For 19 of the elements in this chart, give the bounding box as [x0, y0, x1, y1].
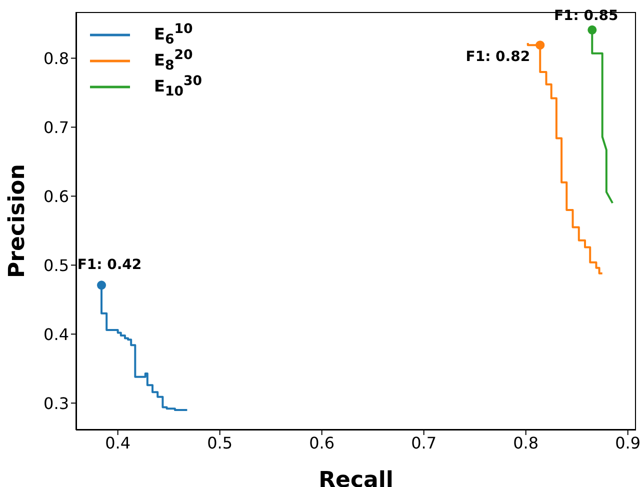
x-tick-label: 0.4 [105, 433, 131, 452]
annotation: F1: 0.82 [466, 49, 530, 66]
x-tick-label: 0.6 [309, 433, 335, 452]
point [588, 25, 597, 34]
y-tick-label: 0.4 [44, 324, 69, 344]
x-tick-label: 0.5 [207, 433, 233, 452]
y-tick-label: 0.3 [44, 394, 69, 413]
point [536, 40, 545, 50]
point [96, 280, 106, 290]
y-tick-label: 0.8 [44, 48, 69, 68]
x-tick-label: 0.8 [513, 433, 539, 452]
x-tick-label: 0.7 [411, 433, 437, 452]
y-tick-label: 0.7 [44, 118, 69, 137]
x-tick-label: 0.9 [615, 433, 641, 452]
x-axis-title: Recall [318, 468, 394, 487]
y-tick-label: 0.6 [44, 186, 69, 206]
annotation: F1: 0.42 [77, 257, 142, 274]
y-tick-label: 0.5 [44, 256, 69, 275]
y-axis-title: Precision [4, 164, 30, 278]
